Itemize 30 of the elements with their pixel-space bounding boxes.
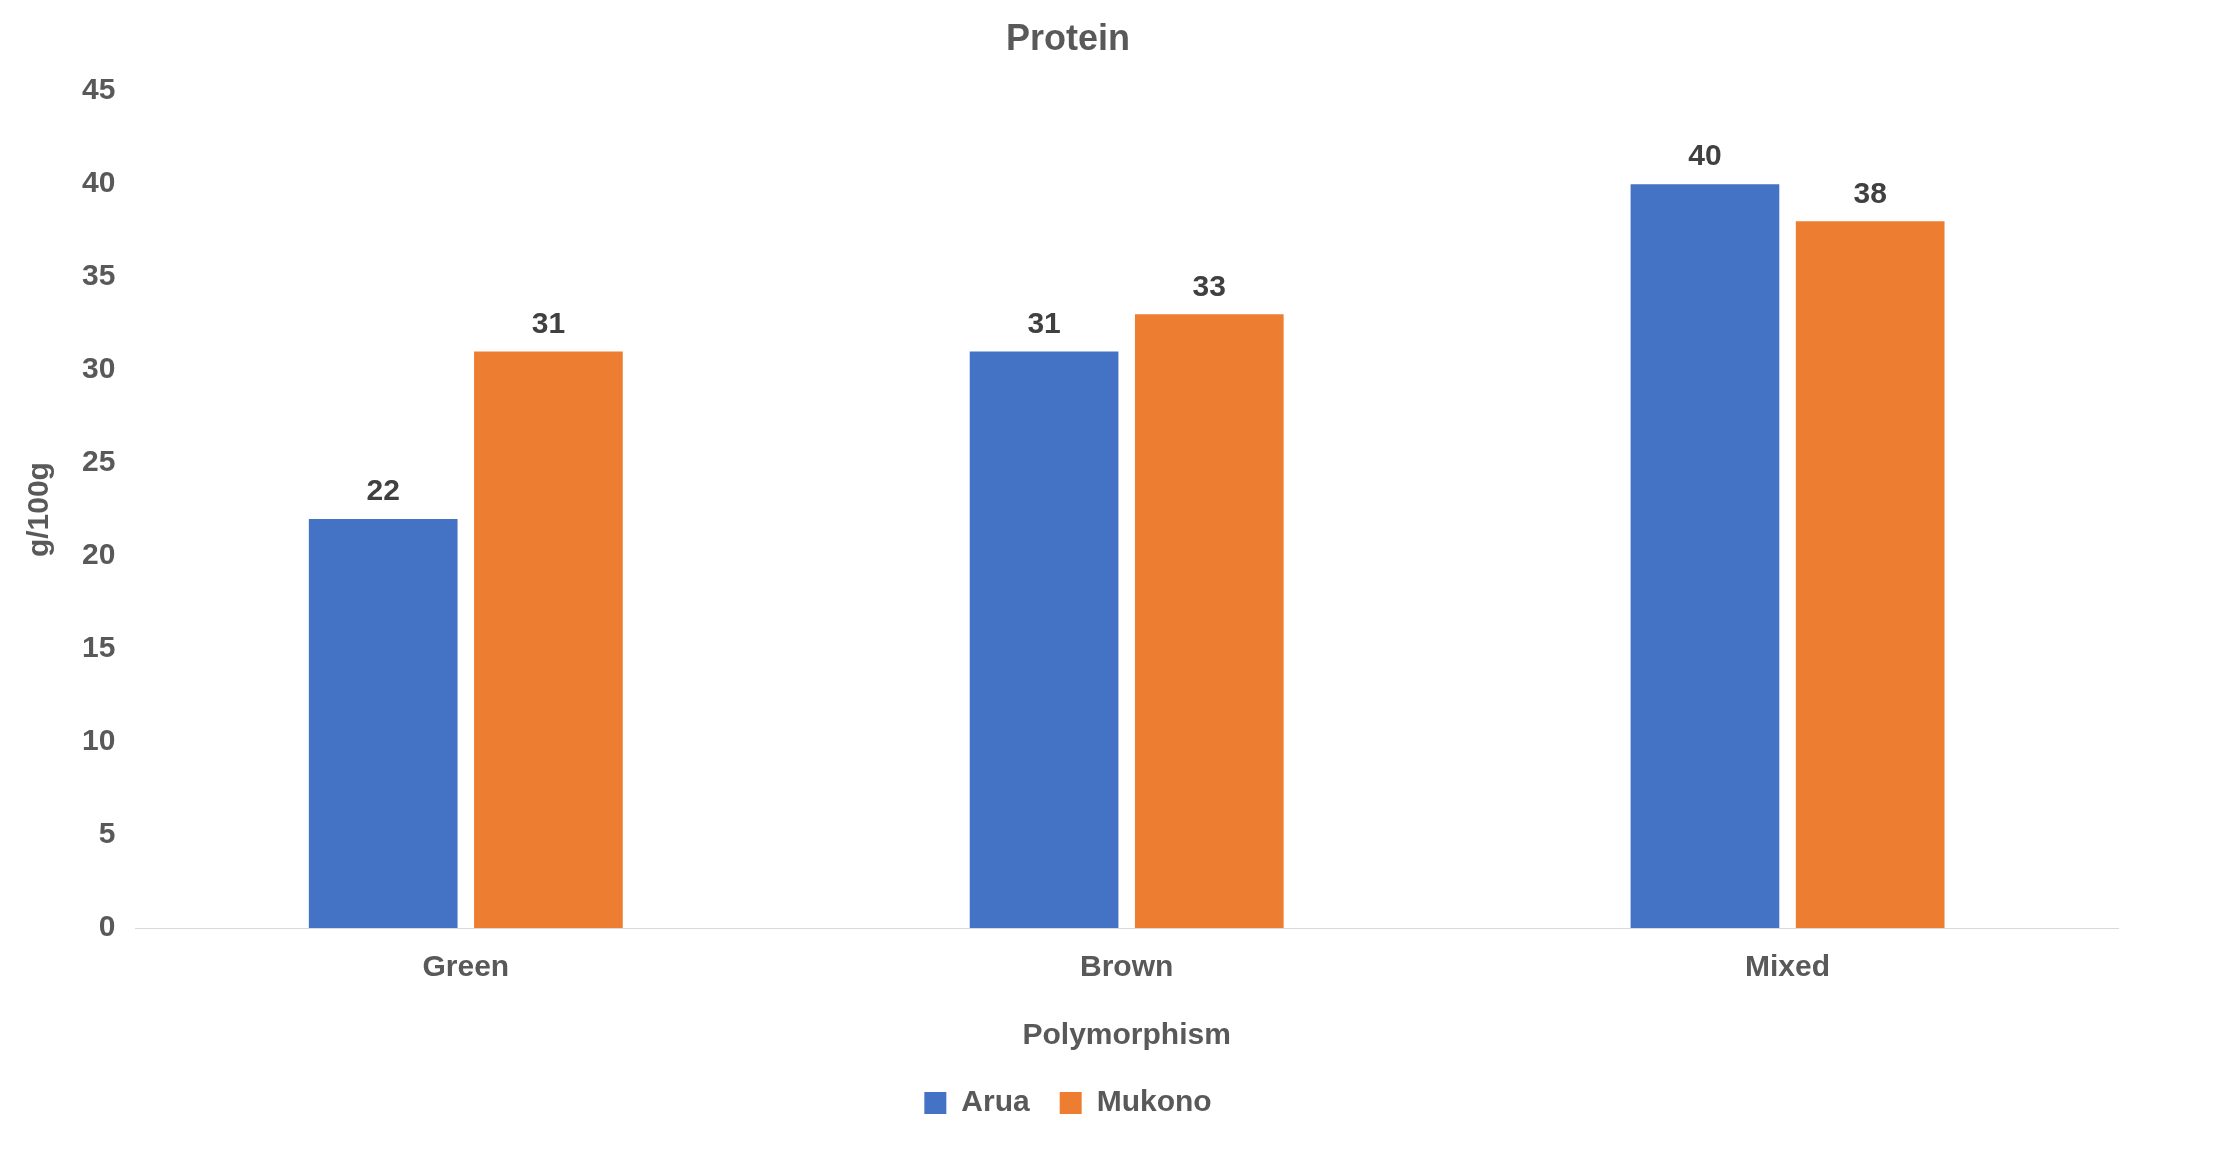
legend-label: Mukono <box>1096 1084 1212 1118</box>
data-label: 31 <box>531 305 566 339</box>
bar <box>1795 221 1945 928</box>
chart-title: Protein <box>1005 16 1131 58</box>
y-tick-label: 40 <box>81 165 116 199</box>
data-label: 22 <box>366 473 400 507</box>
y-tick-label: 0 <box>98 909 116 943</box>
y-tick-label: 5 <box>98 816 116 850</box>
data-label: 38 <box>1853 175 1887 209</box>
y-tick-label: 45 <box>81 72 116 106</box>
y-tick-label: 15 <box>81 630 116 664</box>
y-tick-label: 20 <box>81 537 116 571</box>
y-tick-label: 10 <box>81 723 116 757</box>
x-tick-label: Mixed <box>1745 949 1831 983</box>
y-axis-title: g/100g <box>21 462 55 558</box>
x-tick-label: Brown <box>1080 949 1174 983</box>
bar <box>474 351 623 928</box>
data-label: 33 <box>1192 268 1226 302</box>
data-label: 40 <box>1688 138 1722 172</box>
y-tick-label: 35 <box>81 258 116 292</box>
x-axis-title: Polymorphism <box>1022 1017 1231 1051</box>
y-tick-label: 30 <box>81 351 116 385</box>
bar <box>1630 184 1780 928</box>
data-label: 31 <box>1027 305 1061 339</box>
y-tick-label: 25 <box>81 444 116 478</box>
bar <box>1134 314 1284 928</box>
bar <box>308 518 458 928</box>
legend-label: Arua <box>961 1084 1030 1118</box>
bar <box>969 351 1119 928</box>
x-tick-label: Green <box>422 949 510 983</box>
